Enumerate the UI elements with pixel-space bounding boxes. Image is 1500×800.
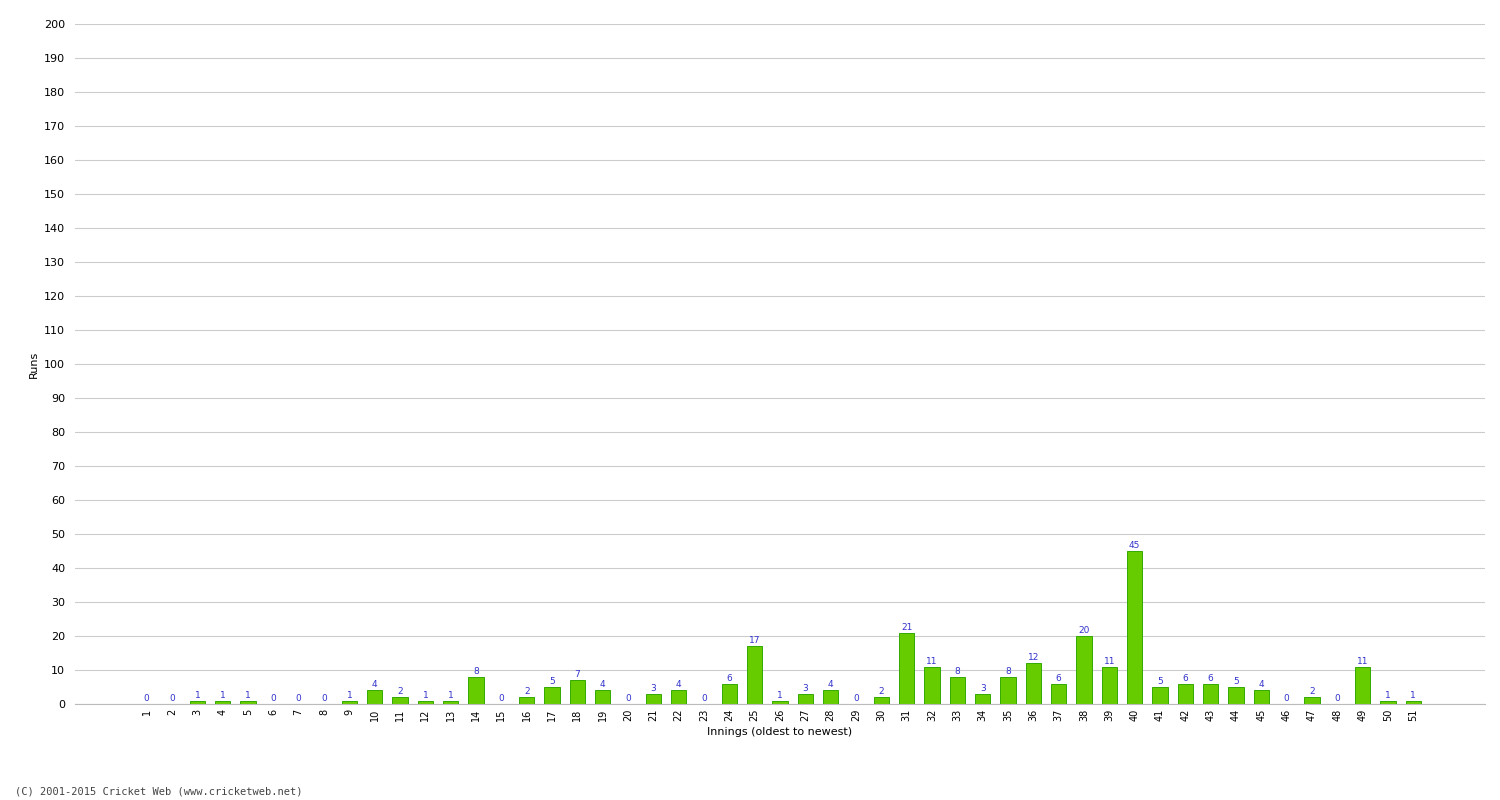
- Bar: [1203, 683, 1218, 704]
- Bar: [772, 701, 788, 704]
- Text: 6: 6: [1208, 674, 1214, 682]
- Bar: [824, 690, 839, 704]
- Text: 4: 4: [372, 680, 378, 690]
- Bar: [1254, 690, 1269, 704]
- Text: 0: 0: [270, 694, 276, 703]
- Text: 11: 11: [926, 657, 938, 666]
- Bar: [368, 690, 382, 704]
- Y-axis label: Runs: Runs: [28, 350, 39, 378]
- Text: 5: 5: [1156, 677, 1162, 686]
- Text: 6: 6: [1182, 674, 1188, 682]
- Text: 8: 8: [954, 666, 960, 676]
- Bar: [1052, 683, 1066, 704]
- Text: 0: 0: [853, 694, 859, 703]
- Bar: [544, 687, 560, 704]
- Bar: [190, 701, 206, 704]
- Text: 2: 2: [398, 687, 404, 696]
- Text: 1: 1: [1384, 690, 1390, 699]
- Text: 2: 2: [1310, 687, 1316, 696]
- Text: 5: 5: [549, 677, 555, 686]
- Bar: [519, 697, 534, 704]
- Bar: [1406, 701, 1420, 704]
- Text: 17: 17: [748, 636, 760, 645]
- Bar: [393, 697, 408, 704]
- Bar: [417, 701, 434, 704]
- Text: 1: 1: [448, 690, 453, 699]
- Text: 0: 0: [144, 694, 150, 703]
- Text: 6: 6: [1056, 674, 1062, 682]
- Text: 2: 2: [524, 687, 530, 696]
- Bar: [975, 694, 990, 704]
- Text: 21: 21: [902, 622, 912, 631]
- Bar: [950, 677, 964, 704]
- Text: 0: 0: [1284, 694, 1290, 703]
- Bar: [1380, 701, 1395, 704]
- Text: (C) 2001-2015 Cricket Web (www.cricketweb.net): (C) 2001-2015 Cricket Web (www.cricketwe…: [15, 786, 303, 796]
- Bar: [1000, 677, 1016, 704]
- Text: 4: 4: [600, 680, 606, 690]
- Text: 0: 0: [296, 694, 302, 703]
- Bar: [924, 666, 939, 704]
- Text: 6: 6: [726, 674, 732, 682]
- Text: 0: 0: [1335, 694, 1340, 703]
- Text: 11: 11: [1358, 657, 1368, 666]
- Text: 0: 0: [700, 694, 706, 703]
- Bar: [1305, 697, 1320, 704]
- Text: 0: 0: [170, 694, 176, 703]
- Bar: [722, 683, 736, 704]
- Bar: [873, 697, 889, 704]
- Bar: [570, 680, 585, 704]
- Bar: [214, 701, 231, 704]
- Text: 4: 4: [828, 680, 834, 690]
- Bar: [240, 701, 255, 704]
- Text: 11: 11: [1104, 657, 1114, 666]
- Bar: [645, 694, 662, 704]
- Bar: [747, 646, 762, 704]
- Bar: [1178, 683, 1192, 704]
- Text: 1: 1: [346, 690, 352, 699]
- Text: 2: 2: [879, 687, 884, 696]
- Text: 0: 0: [626, 694, 632, 703]
- Text: 0: 0: [498, 694, 504, 703]
- Bar: [1228, 687, 1244, 704]
- Bar: [1354, 666, 1370, 704]
- Text: 12: 12: [1028, 653, 1039, 662]
- Text: 1: 1: [777, 690, 783, 699]
- Text: 45: 45: [1130, 541, 1140, 550]
- Text: 8: 8: [1005, 666, 1011, 676]
- Bar: [798, 694, 813, 704]
- Text: 3: 3: [802, 684, 808, 693]
- Bar: [1077, 636, 1092, 704]
- Bar: [1101, 666, 1118, 704]
- Text: 4: 4: [676, 680, 681, 690]
- Text: 1: 1: [1410, 690, 1416, 699]
- Text: 1: 1: [244, 690, 250, 699]
- Bar: [342, 701, 357, 704]
- Bar: [1126, 551, 1143, 704]
- X-axis label: Innings (oldest to newest): Innings (oldest to newest): [708, 727, 852, 737]
- Bar: [898, 633, 915, 704]
- Text: 4: 4: [1258, 680, 1264, 690]
- Text: 7: 7: [574, 670, 580, 679]
- Bar: [1026, 663, 1041, 704]
- Bar: [670, 690, 687, 704]
- Text: 3: 3: [980, 684, 986, 693]
- Text: 5: 5: [1233, 677, 1239, 686]
- Bar: [596, 690, 610, 704]
- Bar: [1152, 687, 1167, 704]
- Bar: [442, 701, 459, 704]
- Text: 3: 3: [651, 684, 656, 693]
- Text: 1: 1: [220, 690, 225, 699]
- Text: 0: 0: [321, 694, 327, 703]
- Text: 20: 20: [1078, 626, 1089, 635]
- Text: 1: 1: [195, 690, 200, 699]
- Text: 8: 8: [472, 666, 478, 676]
- Bar: [468, 677, 483, 704]
- Text: 1: 1: [423, 690, 427, 699]
